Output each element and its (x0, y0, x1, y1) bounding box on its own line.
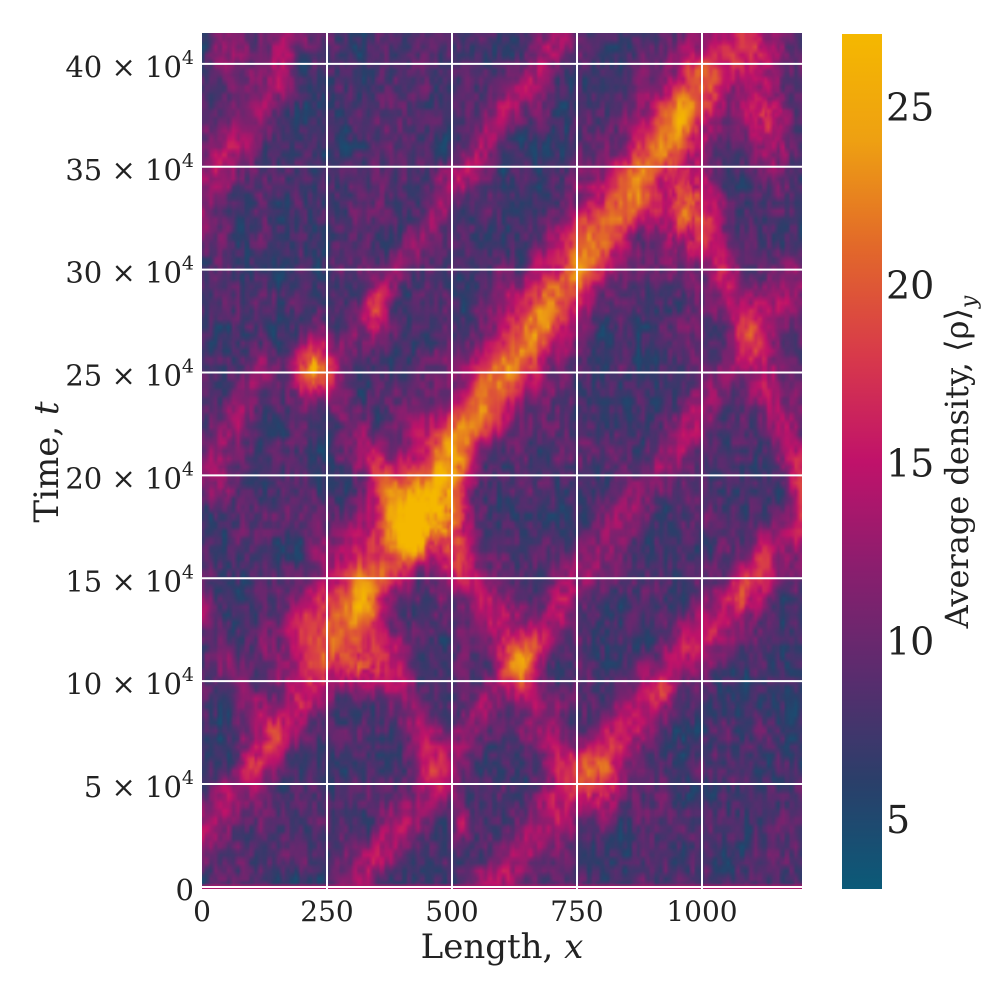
colorbar-tick-labels: 5 10 15 20 25 (886, 85, 934, 842)
y-tick-label: 25 × 104 (65, 356, 194, 393)
y-tick-labels: 0 5 × 104 10 × 104 15 × 104 20 × 104 25 × 104… (65, 47, 194, 907)
x-tick-label: 0 (193, 895, 211, 928)
colorbar-tick-label: 15 (886, 442, 934, 486)
plot-area (202, 33, 802, 889)
y-tick-label: 20 × 104 (65, 458, 194, 495)
x-tick-labels: 0 250 500 750 1000 (193, 895, 738, 928)
x-tick-label: 1000 (666, 895, 737, 928)
colorbar-tick-label: 10 (886, 620, 934, 664)
y-tick-label: 15 × 104 (65, 561, 194, 598)
y-tick-label: 0 (176, 873, 194, 907)
x-axis-label: Length, x (421, 927, 584, 967)
colorbar-tick-label: 5 (886, 798, 910, 842)
y-tick-label: 10 × 104 (65, 664, 194, 701)
colorbar-label: Average density, ⟨ρ⟩y (938, 295, 982, 629)
y-tick-label: 30 × 104 (65, 253, 194, 290)
y-axis-label: Time, t (27, 401, 67, 523)
x-tick-label: 500 (425, 895, 478, 928)
y-tick-label: 5 × 104 (84, 767, 194, 804)
colorbar: 5 10 15 20 25 Average density, ⟨ρ⟩y (842, 34, 982, 889)
y-tick-label: 40 × 104 (65, 47, 194, 84)
x-tick-label: 750 (550, 895, 603, 928)
colorbar-tick-label: 20 (886, 263, 934, 307)
heatmap-image (202, 33, 802, 889)
grid-lines (202, 33, 802, 889)
y-tick-label: 35 × 104 (65, 150, 194, 187)
colorbar-tick-label: 25 (886, 85, 934, 129)
colorbar-gradient (842, 34, 882, 889)
x-tick-label: 250 (300, 895, 353, 928)
